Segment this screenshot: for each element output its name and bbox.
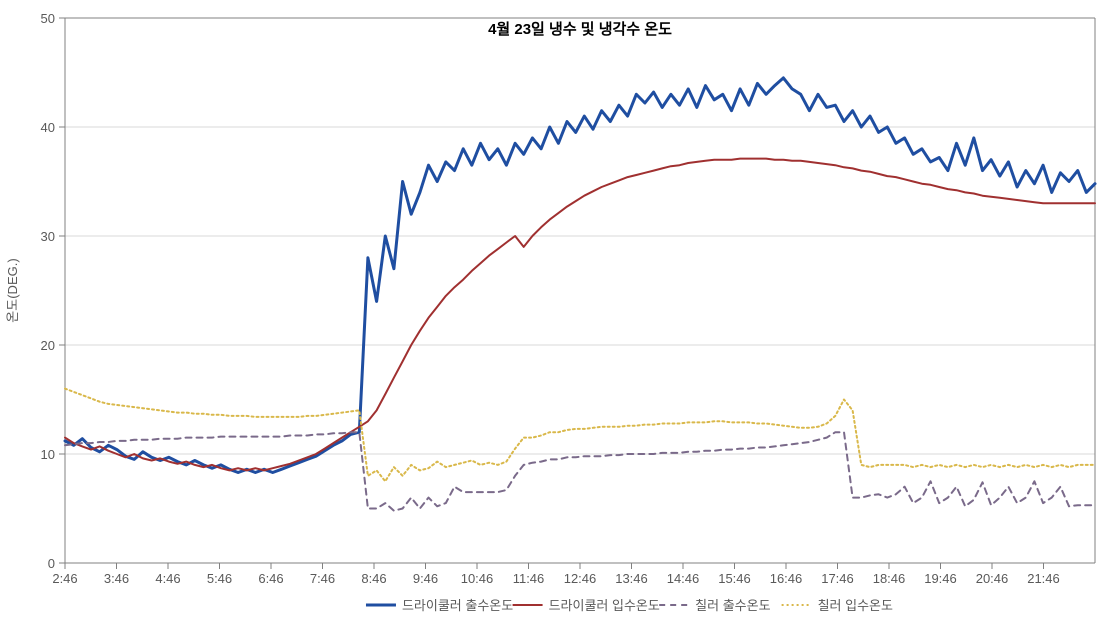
chart-container: 0 10 20 30 40 50 온도(DEG.) 2:46 3:46 4:46 5:46 6:46 7… [0,0,1110,633]
y-tick-label: 10 [41,447,55,462]
chart-title: 4월 23일 냉수 및 냉각수 온도 [488,20,672,38]
legend-label-0: 드라이쿨러 출수온도 [402,598,513,613]
x-tick-label: 19:46 [924,571,957,586]
x-tick-label: 4:46 [155,571,180,586]
x-tick-label: 13:46 [615,571,648,586]
y-axis-label: 온도(DEG.) [5,258,20,322]
x-tick-label: 12:46 [564,571,597,586]
x-tick-label: 20:46 [976,571,1009,586]
x-tick-label: 6:46 [258,571,283,586]
x-tick-label: 3:46 [104,571,129,586]
x-tick-label: 11:46 [513,571,545,586]
x-tick-label: 10:46 [461,571,494,586]
line-chart: 0 10 20 30 40 50 온도(DEG.) 2:46 3:46 4:46 5:46 6:46 7… [0,0,1110,633]
y-tick-label: 50 [41,11,55,26]
y-tick-label: 20 [41,338,55,353]
x-tick-label: 17:46 [821,571,854,586]
x-tick-label: 18:46 [873,571,906,586]
x-tick-label: 9:46 [413,571,438,586]
x-tick-label: 16:46 [770,571,803,586]
x-tick-label: 2:46 [52,571,77,586]
legend-label-1: 드라이쿨러 입수온도 [549,598,660,613]
y-tick-label: 30 [41,229,55,244]
legend-label-2: 칠러 출수온도 [695,598,770,613]
y-tick-label: 40 [41,120,55,135]
legend-label-3: 칠러 입수온도 [818,598,893,613]
x-tick-label: 5:46 [207,571,232,586]
x-tick-label: 7:46 [310,571,335,586]
x-tick-label: 15:46 [718,571,751,586]
x-tick-label: 21:46 [1027,571,1060,586]
x-tick-label: 14:46 [667,571,700,586]
x-tick-label: 8:46 [361,571,386,586]
y-tick-label: 0 [48,556,55,571]
